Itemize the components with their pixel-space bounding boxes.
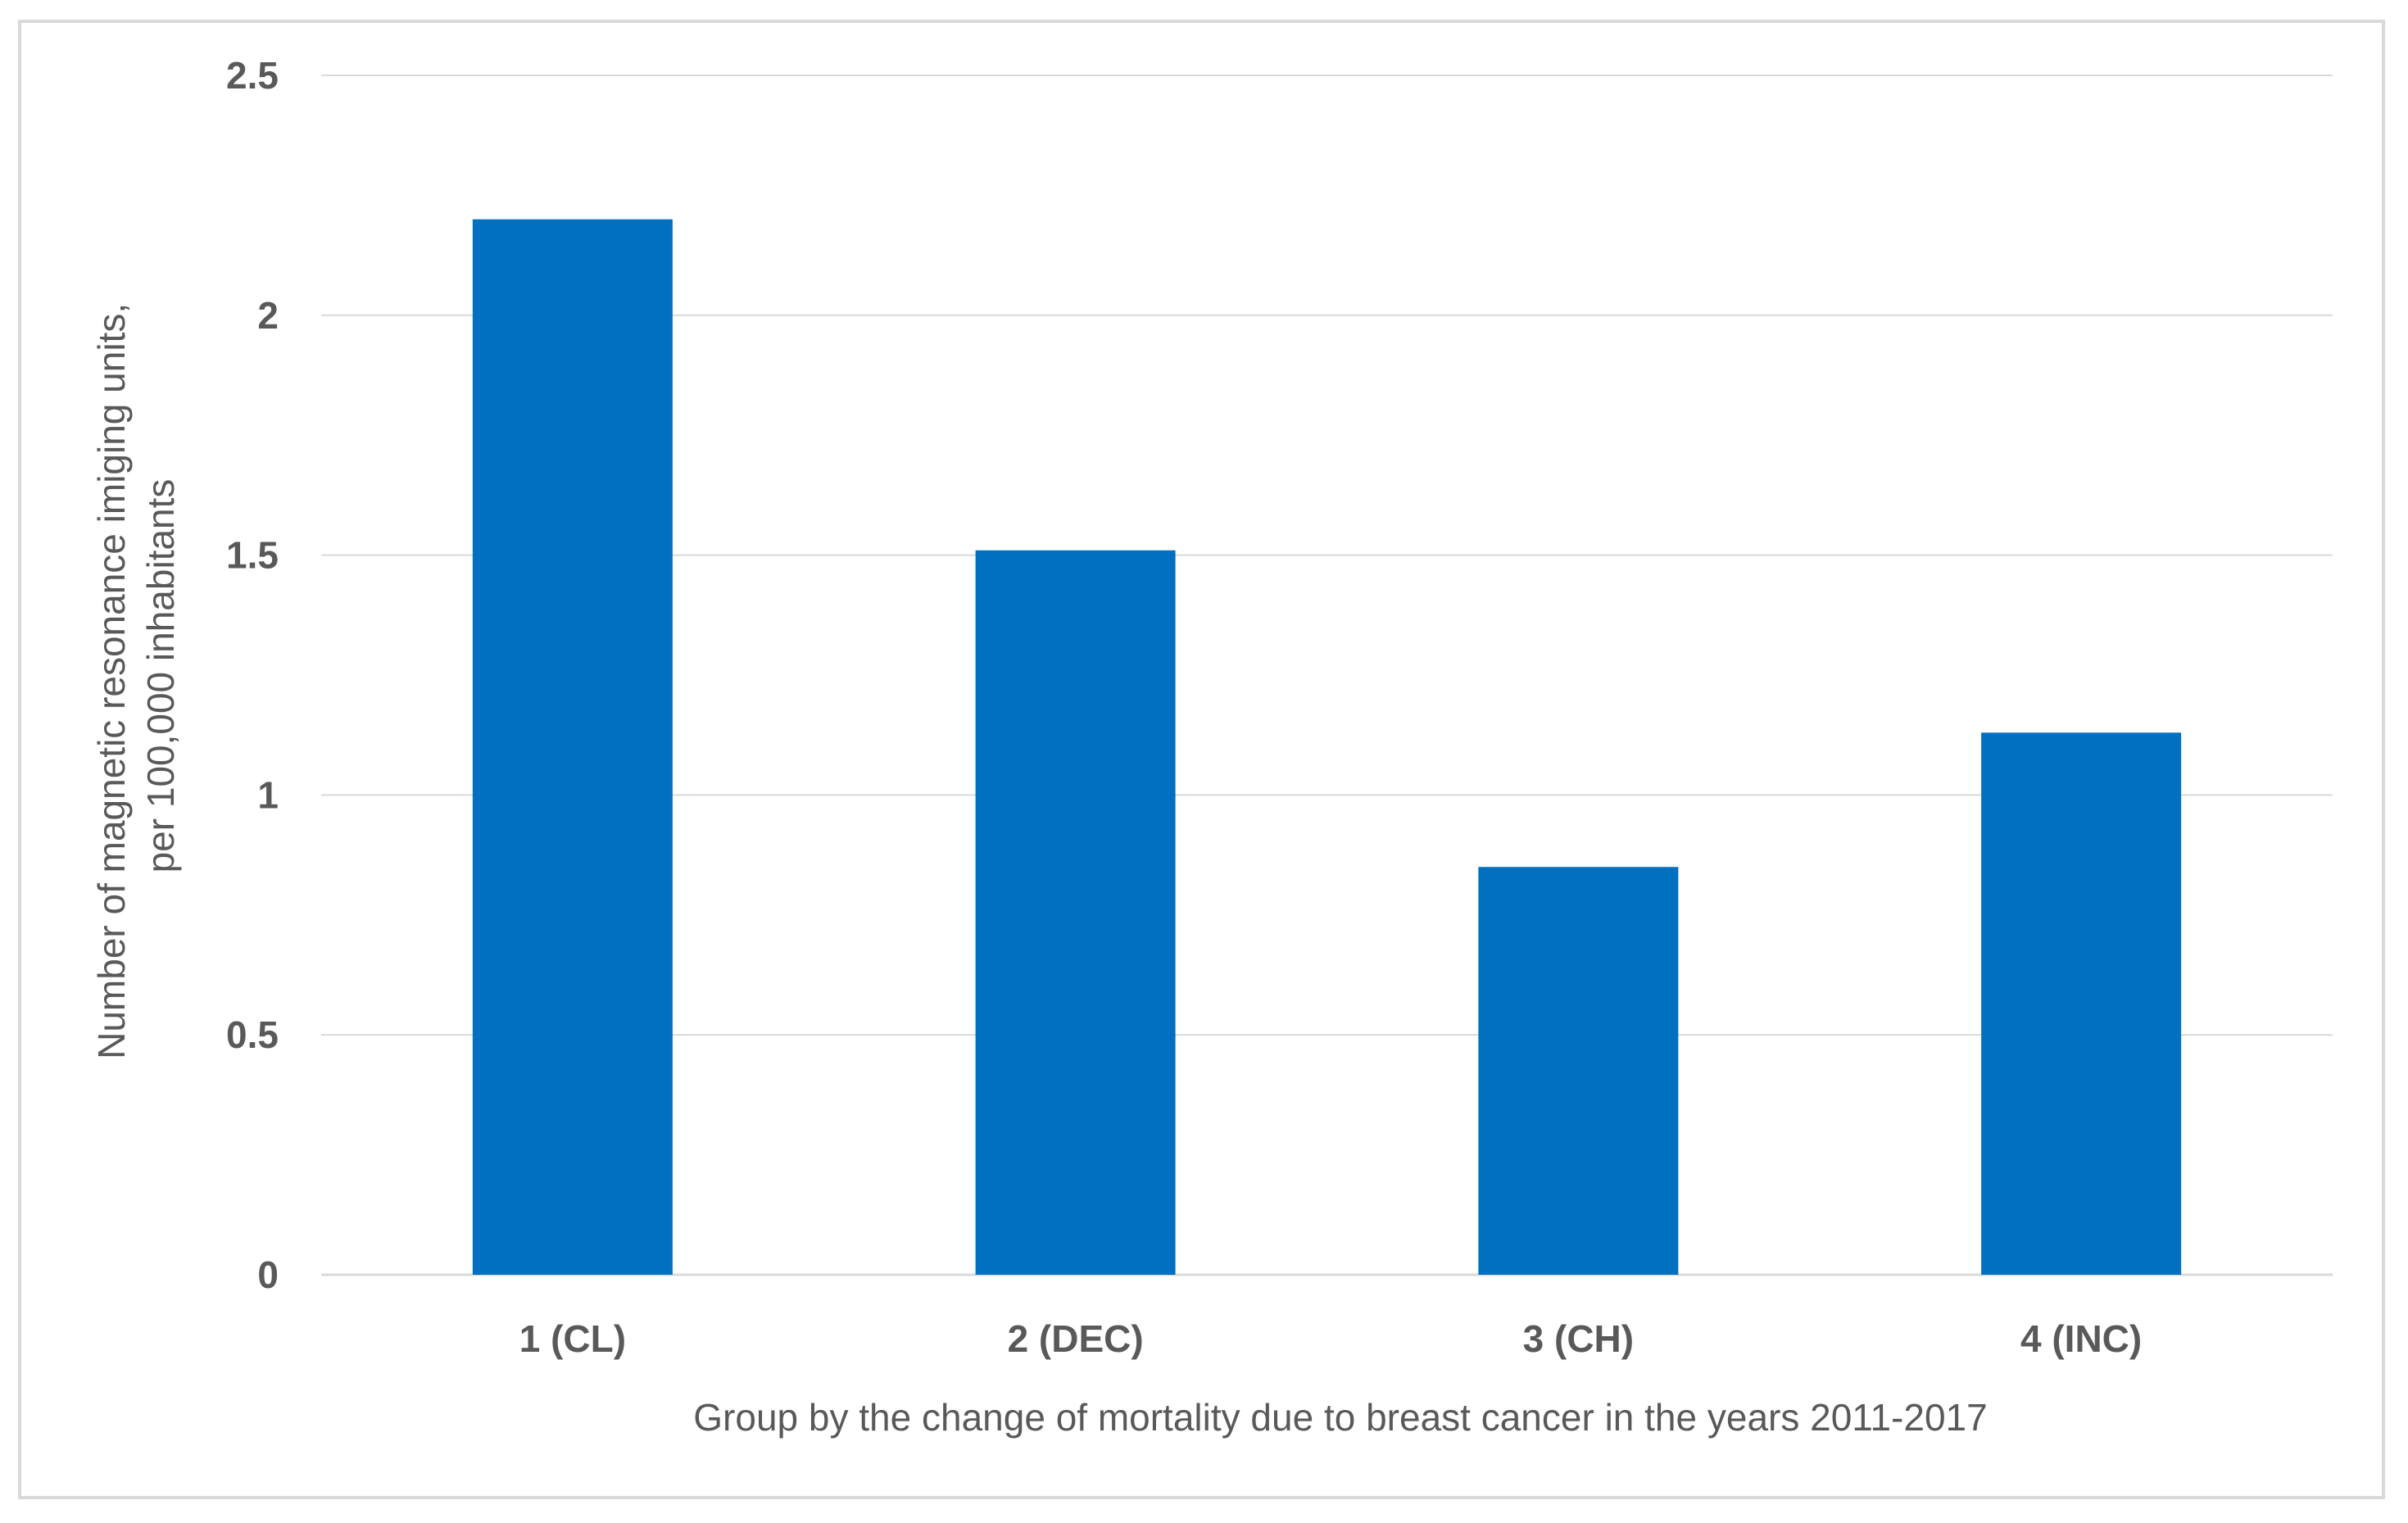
bar-3 xyxy=(1478,867,1679,1275)
y-tick-label: 1.5 xyxy=(226,534,279,577)
x-tick-label: 3 (CH) xyxy=(1523,1317,1634,1360)
x-tick-label: 4 (INC) xyxy=(2020,1317,2142,1360)
x-tick-label: 2 (DEC) xyxy=(1008,1317,1144,1360)
y-tick-label: 2.5 xyxy=(226,54,279,97)
y-axis-title: Number of magnetic resonance imiging uni… xyxy=(90,292,182,1059)
y-tick-labels: 0 0.5 1 1.5 2 2.5 xyxy=(226,54,279,1296)
x-axis-title: Group by the change of mortality due to … xyxy=(693,1396,1987,1439)
y-tick-label: 0 xyxy=(257,1253,279,1296)
y-tick-label: 0.5 xyxy=(226,1013,279,1056)
bars xyxy=(472,219,2182,1276)
x-tick-label: 1 (CL) xyxy=(519,1317,626,1360)
x-tick-labels: 1 (CL) 2 (DEC) 3 (CH) 4 (INC) xyxy=(519,1317,2143,1360)
bar-2 xyxy=(975,550,1176,1275)
y-axis-title-line2: per 100,000 inhabitants xyxy=(139,479,182,873)
y-tick-label: 1 xyxy=(257,773,279,816)
y-axis-title-line1: Number of magnetic resonance imiging uni… xyxy=(90,303,133,1059)
y-tick-label: 2 xyxy=(257,294,279,337)
bar-4 xyxy=(1981,732,2182,1275)
bar-1 xyxy=(472,219,673,1276)
